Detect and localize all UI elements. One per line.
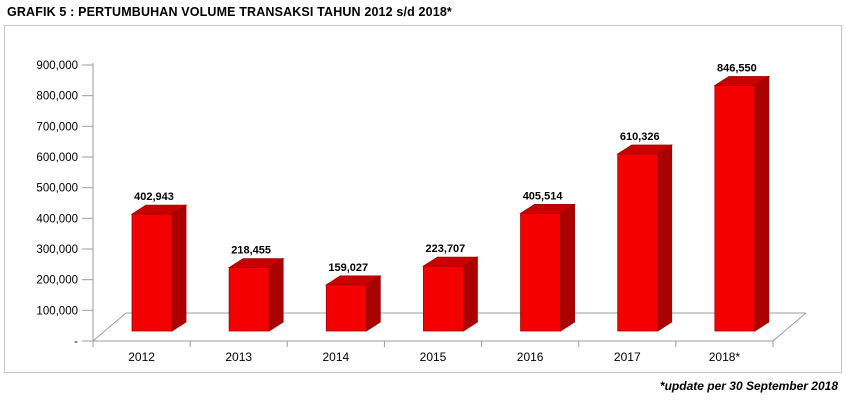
bar-front-face [228, 267, 270, 332]
x-tick-label: 2012 [128, 350, 155, 364]
page-title: GRAFIK 5 : PERTUMBUHAN VOLUME TRANSAKSI … [7, 5, 452, 19]
bar-2018* [713, 75, 771, 332]
bar-2013 [227, 257, 285, 332]
bar-2014 [324, 275, 382, 332]
y-tick-label: 500,000 [36, 183, 78, 195]
bar-2017 [616, 144, 674, 332]
x-tick-label: 2015 [420, 350, 447, 364]
bar-front-face [325, 284, 367, 332]
bar-chart-canvas: - 100,000 200,000 300,000 400,000 500,000 600,… [36, 60, 807, 364]
bar-side-face [268, 257, 284, 332]
bar-value-label: 159,027 [328, 262, 368, 274]
y-tick-label: 400,000 [36, 213, 78, 225]
bar-side-face [365, 275, 381, 332]
bar-2016 [519, 203, 576, 332]
floor-left-edge [92, 312, 127, 342]
bar-front-face [714, 85, 756, 332]
bar-side-face [171, 204, 187, 332]
y-tick-label: 700,000 [36, 121, 78, 133]
y-tick-label: 200,000 [36, 275, 78, 287]
bar-side-face [463, 256, 478, 332]
x-tick-label: 2018* [709, 350, 741, 364]
bar-side-face [657, 144, 673, 332]
bar-front-face [131, 213, 173, 332]
bar-front-face [617, 153, 659, 332]
bar-front-face [423, 265, 464, 332]
x-tick-label: 2017 [614, 350, 641, 364]
x-tick-label: 2016 [517, 350, 544, 364]
bar-value-label: 610,326 [620, 131, 660, 143]
floor-right-edge [772, 312, 807, 342]
bar-side-face [754, 75, 770, 332]
bar-2015 [422, 256, 479, 332]
bar-front-face [520, 213, 561, 332]
y-tick-label: 100,000 [36, 305, 78, 317]
y-tick-label: 800,000 [36, 91, 78, 103]
bar-side-face [560, 203, 575, 332]
bar-value-label: 405,514 [523, 190, 564, 202]
footnote: *update per 30 September 2018 [659, 379, 838, 393]
bar-value-label: 218,455 [231, 245, 271, 257]
x-tick-label: 2014 [323, 350, 350, 364]
y-tick-label: - [74, 336, 78, 348]
bar-value-label: 223,707 [426, 243, 466, 255]
bar-value-label: 846,550 [717, 63, 757, 75]
chart-container: - 100,000 200,000 300,000 400,000 500,000 600,… [4, 25, 842, 373]
y-tick-label: 600,000 [36, 152, 78, 164]
bar-value-label: 402,943 [134, 191, 174, 203]
y-tick-label: 300,000 [36, 244, 78, 256]
x-tick-label: 2013 [225, 350, 252, 364]
y-tick-label: 900,000 [36, 60, 78, 72]
bar-2012 [130, 204, 188, 332]
